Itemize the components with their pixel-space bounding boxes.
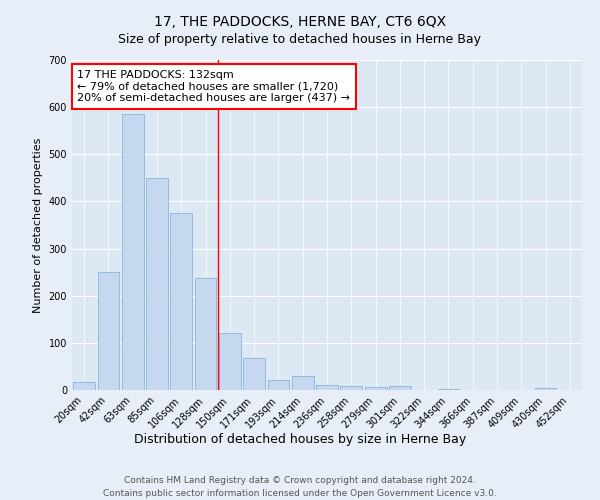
Bar [97, 272, 119, 390]
Bar [194, 278, 217, 390]
Bar [219, 334, 241, 390]
Text: Size of property relative to detached houses in Herne Bay: Size of property relative to detached ho… [119, 32, 482, 46]
Bar [243, 358, 265, 390]
Bar [316, 386, 338, 390]
Bar [268, 380, 289, 390]
Text: Distribution of detached houses by size in Herne Bay: Distribution of detached houses by size … [134, 432, 466, 446]
Y-axis label: Number of detached properties: Number of detached properties [33, 138, 43, 312]
Text: 17 THE PADDOCKS: 132sqm
← 79% of detached houses are smaller (1,720)
20% of semi: 17 THE PADDOCKS: 132sqm ← 79% of detache… [77, 70, 350, 103]
Text: Contains HM Land Registry data © Crown copyright and database right 2024.
Contai: Contains HM Land Registry data © Crown c… [103, 476, 497, 498]
Bar [437, 388, 460, 390]
Bar [365, 387, 386, 390]
Bar [122, 114, 143, 390]
Bar [340, 386, 362, 390]
Bar [146, 178, 168, 390]
Bar [170, 213, 192, 390]
Bar [535, 388, 556, 390]
Text: 17, THE PADDOCKS, HERNE BAY, CT6 6QX: 17, THE PADDOCKS, HERNE BAY, CT6 6QX [154, 15, 446, 29]
Bar [73, 382, 95, 390]
Bar [292, 376, 314, 390]
Bar [389, 386, 411, 390]
